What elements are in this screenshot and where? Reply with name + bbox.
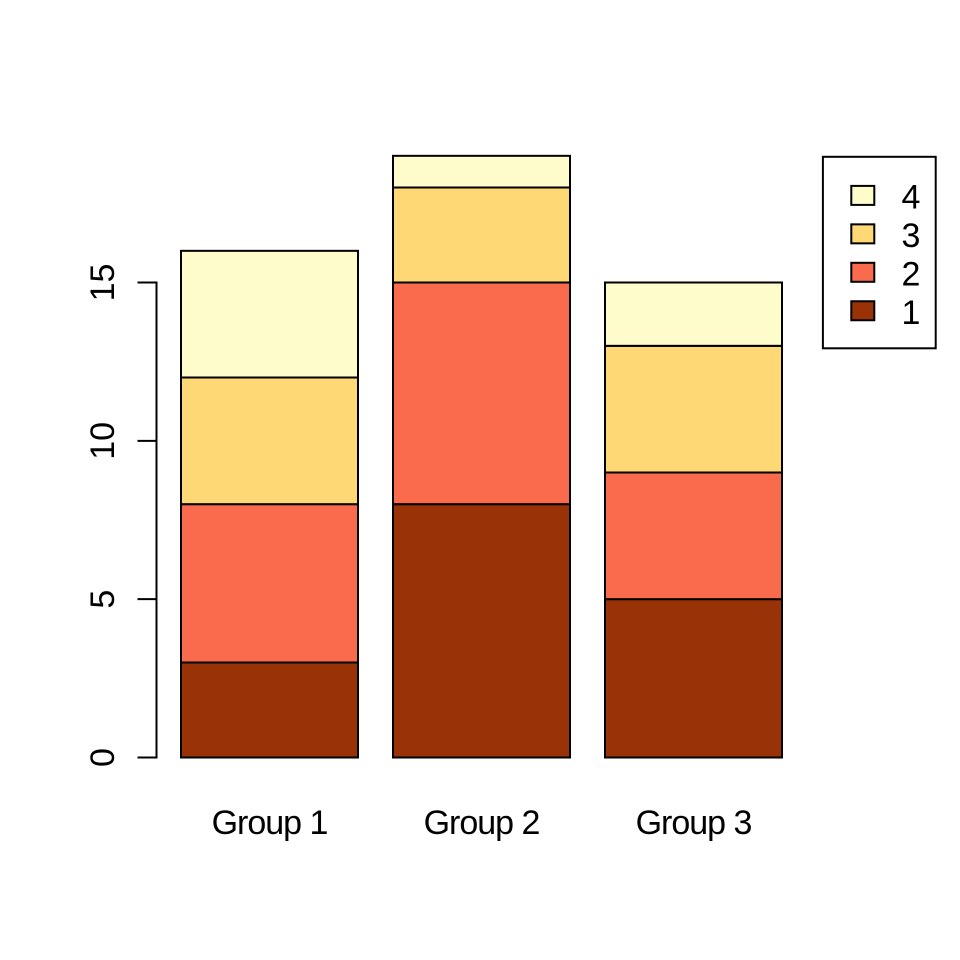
svg-text:1: 1 xyxy=(902,294,921,332)
svg-text:5: 5 xyxy=(84,590,122,609)
svg-text:3: 3 xyxy=(902,217,921,255)
svg-text:2: 2 xyxy=(902,256,921,294)
svg-text:Group 3: Group 3 xyxy=(636,804,752,842)
svg-text:0: 0 xyxy=(84,748,122,767)
svg-text:15: 15 xyxy=(84,264,122,302)
svg-text:Group 2: Group 2 xyxy=(424,804,540,842)
svg-text:10: 10 xyxy=(84,422,122,460)
svg-text:Group 1: Group 1 xyxy=(212,804,328,842)
svg-text:4: 4 xyxy=(902,179,921,217)
